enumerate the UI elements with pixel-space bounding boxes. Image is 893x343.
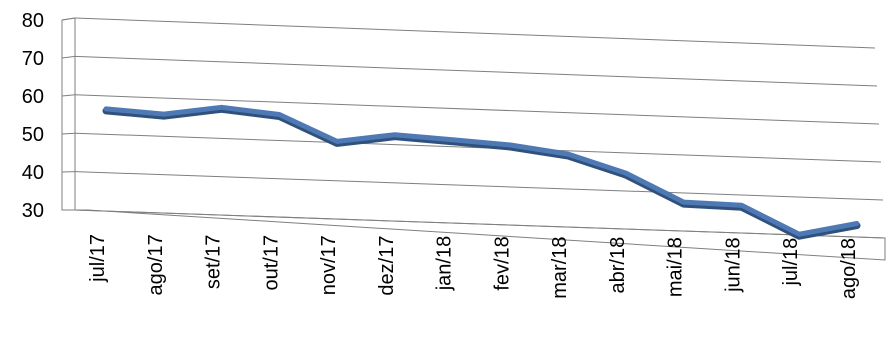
x-tick-label: abr/18 [607, 237, 629, 294]
x-tick-label: set/17 [203, 235, 225, 289]
y-tick-label: 60 [22, 86, 44, 108]
x-tick-label: jan/18 [434, 236, 456, 291]
y-axis-labels: 30 40 50 60 70 80 [22, 10, 44, 222]
series-line [106, 107, 857, 236]
side-gridline-50 [62, 133, 75, 134]
gridline-80 [75, 18, 875, 48]
gridline-40 [75, 172, 883, 200]
x-tick-label: mai/18 [665, 237, 687, 297]
y-tick-label: 70 [22, 48, 44, 70]
x-tick-label: ago/17 [145, 234, 167, 295]
x-tick-label: out/17 [260, 235, 282, 291]
x-tick-label: jun/18 [723, 237, 745, 293]
x-tick-label: dez/17 [376, 236, 398, 296]
gridline-50 [75, 133, 881, 162]
gridlines [62, 18, 885, 260]
y-tick-label: 50 [22, 124, 44, 146]
x-tick-label: fev/18 [491, 236, 513, 290]
side-gridline-80 [62, 18, 75, 20]
series-line-shadow [106, 109, 857, 236]
x-axis-labels: jul/17 ago/17 set/17 out/17 nov/17 dez/17 jan/… [87, 234, 860, 299]
y-tick-label: 30 [22, 200, 44, 222]
x-tick-label: jul/18 [780, 238, 802, 287]
x-tick-label: nov/17 [318, 235, 340, 295]
y-tick-label: 40 [22, 162, 44, 184]
x-tick-label: mar/18 [549, 237, 571, 299]
side-gridline-60 [62, 95, 75, 96]
gridline-70 [75, 56, 877, 86]
x-tick-label: ago/18 [838, 238, 860, 299]
y-tick-label: 80 [22, 10, 44, 32]
side-gridline-70 [62, 56, 75, 58]
x-tick-label: jul/17 [87, 234, 109, 283]
